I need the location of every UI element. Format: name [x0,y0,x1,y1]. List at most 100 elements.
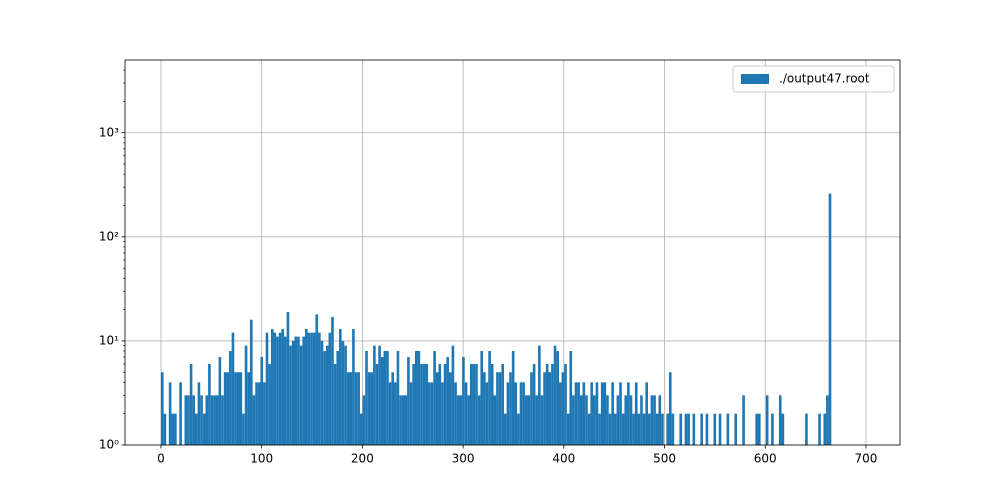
bar [517,413,520,445]
bar [163,413,167,445]
bar [454,382,457,445]
bar [249,319,253,445]
bar [373,345,376,445]
bar [386,351,389,445]
bar [299,345,303,445]
bar [302,336,305,445]
bar [412,364,415,445]
bar [506,382,510,445]
bar [742,395,745,445]
bar [587,413,591,445]
bar [634,382,638,445]
x-tick-label: 100 [250,452,273,466]
bar [273,332,277,445]
bar [218,357,222,445]
bar [200,395,203,445]
bar [532,364,536,445]
bar [561,372,565,445]
bar [627,382,630,445]
bar [315,314,319,445]
bar [236,372,240,445]
bar [483,372,486,445]
bar [399,395,402,445]
bar [456,395,460,445]
bar [417,351,421,445]
y-tick-label: 10³ [99,125,119,139]
x-tick-label: 300 [452,452,475,466]
bar [603,382,607,445]
bar [469,364,473,445]
bar [247,372,250,445]
bar [553,345,557,445]
bar [624,395,628,445]
bar [448,372,452,445]
bar [263,382,266,445]
bar [260,357,264,445]
bar [511,351,515,445]
bar [480,351,484,445]
bar [490,364,494,445]
bar [519,382,523,445]
bar [223,372,227,445]
bar [640,395,643,445]
bar [551,364,554,445]
bar [661,413,664,445]
bar [430,382,434,445]
bar [671,413,675,445]
bar [229,351,232,445]
bar [344,345,347,445]
bar [370,372,374,445]
bar [501,364,504,445]
bar [365,351,368,445]
bar [187,395,190,445]
bar [438,364,442,445]
bar [359,413,363,445]
bar [289,345,292,445]
legend-swatch [741,74,769,84]
bar [538,345,541,445]
bar [459,395,463,445]
bar [658,395,662,445]
bar [509,372,512,445]
bar [713,413,717,445]
legend-frame [732,65,895,93]
bar [642,413,646,445]
bar [611,382,614,445]
bar [545,364,549,445]
bar [781,413,785,445]
bar [443,364,447,445]
bar [294,336,298,445]
bar [653,395,656,445]
bar [564,364,567,445]
bar [556,351,559,445]
legend-label: ./output47.root [779,72,870,86]
bar [425,364,429,445]
bar [239,372,243,445]
bar [307,332,311,445]
bar [569,351,573,445]
bar [572,395,575,445]
bar [215,395,219,445]
bar [304,329,308,445]
bar [420,364,423,445]
bar [428,382,431,445]
bar [357,372,360,445]
bar [598,413,601,445]
bar [234,372,237,445]
bar [409,382,413,445]
bar [383,351,387,445]
bar [171,413,175,445]
bar [284,336,287,445]
bar [823,413,827,445]
bar [325,345,329,445]
bar [441,382,444,445]
bar [692,413,696,445]
bar [352,329,355,445]
bar [323,351,326,445]
bar [828,193,832,445]
bar [548,372,552,445]
x-tick-label: 200 [351,452,374,466]
bar [189,364,193,445]
bar [184,395,188,445]
